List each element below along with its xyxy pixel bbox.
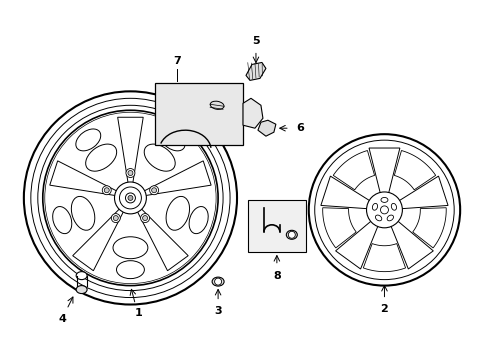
Polygon shape (389, 219, 432, 269)
Polygon shape (322, 208, 355, 248)
Polygon shape (243, 98, 263, 128)
Polygon shape (363, 244, 405, 272)
Ellipse shape (76, 285, 87, 293)
Ellipse shape (166, 197, 189, 230)
Circle shape (288, 231, 295, 238)
Ellipse shape (71, 197, 95, 230)
Circle shape (104, 188, 109, 193)
Text: 2: 2 (380, 305, 387, 315)
Ellipse shape (210, 101, 224, 109)
Polygon shape (258, 120, 275, 136)
Polygon shape (73, 208, 123, 271)
Ellipse shape (212, 277, 224, 286)
Ellipse shape (76, 272, 87, 280)
Circle shape (125, 193, 135, 203)
Circle shape (149, 186, 158, 195)
Circle shape (128, 195, 133, 201)
Polygon shape (393, 150, 435, 190)
Circle shape (42, 110, 218, 285)
Ellipse shape (380, 197, 387, 202)
Circle shape (151, 188, 156, 193)
Ellipse shape (375, 215, 381, 221)
Ellipse shape (53, 207, 72, 234)
Ellipse shape (390, 203, 396, 210)
Circle shape (380, 206, 387, 214)
Polygon shape (368, 148, 399, 196)
Ellipse shape (386, 215, 393, 221)
Polygon shape (50, 161, 117, 195)
Circle shape (45, 112, 216, 284)
Polygon shape (137, 208, 188, 271)
Ellipse shape (286, 230, 297, 239)
Text: 3: 3 (214, 306, 222, 316)
Ellipse shape (85, 144, 117, 171)
Circle shape (102, 186, 111, 195)
Ellipse shape (372, 203, 377, 210)
Polygon shape (143, 161, 211, 195)
Circle shape (24, 91, 237, 305)
Text: 4: 4 (59, 314, 66, 324)
Circle shape (114, 182, 146, 214)
Polygon shape (118, 117, 143, 183)
Polygon shape (333, 150, 374, 190)
Ellipse shape (116, 261, 144, 279)
Polygon shape (335, 219, 379, 269)
Ellipse shape (160, 129, 184, 151)
Circle shape (31, 98, 229, 298)
Circle shape (113, 216, 118, 221)
Polygon shape (245, 62, 265, 80)
Circle shape (141, 213, 149, 222)
Polygon shape (412, 208, 446, 248)
Circle shape (38, 105, 223, 291)
Ellipse shape (76, 129, 101, 151)
Circle shape (314, 140, 453, 280)
Ellipse shape (113, 237, 147, 259)
Circle shape (366, 192, 402, 228)
Text: 7: 7 (173, 57, 181, 67)
Circle shape (128, 171, 133, 176)
Circle shape (126, 168, 135, 177)
Circle shape (308, 134, 459, 285)
Polygon shape (320, 176, 372, 209)
Text: 6: 6 (295, 123, 303, 133)
Bar (155, 84, 243, 145)
Polygon shape (395, 176, 447, 209)
Ellipse shape (189, 207, 208, 234)
Text: 1: 1 (134, 309, 142, 319)
Text: 8: 8 (272, 271, 280, 281)
Circle shape (111, 213, 120, 222)
Text: 5: 5 (252, 36, 259, 46)
Circle shape (119, 187, 141, 209)
Circle shape (142, 216, 147, 221)
Ellipse shape (144, 144, 175, 171)
Circle shape (214, 278, 221, 285)
Bar (247, 200, 305, 252)
